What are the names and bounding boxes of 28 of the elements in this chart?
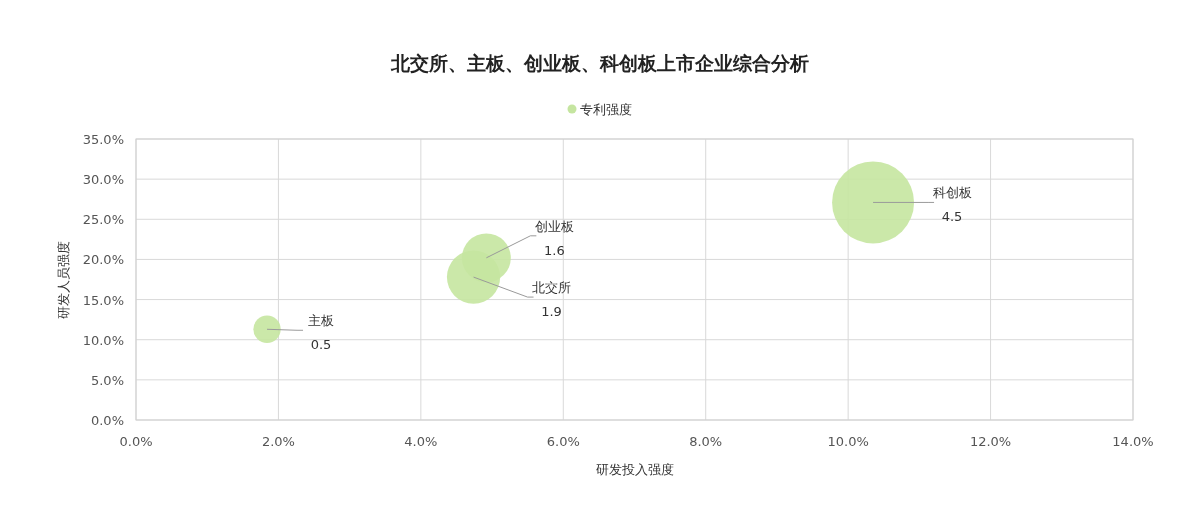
y-tick-label: 35.0% [82, 132, 124, 147]
x-tick-label: 14.0% [1112, 434, 1154, 449]
legend-label: 专利强度 [580, 102, 632, 117]
x-tick-label: 0.0% [119, 434, 153, 449]
data-label: 1.6 [544, 242, 565, 258]
x-tick-label: 10.0% [827, 434, 869, 449]
y-tick-label: 0.0% [90, 413, 124, 428]
data-label: 0.5 [310, 337, 332, 353]
x-axis-title: 研发投入强度 [595, 462, 674, 477]
y-tick-label: 10.0% [82, 332, 124, 348]
x-tick-label: 2.0% [261, 434, 295, 449]
chart-title: 北交所、主板、创业板、科创板上市企业综合分析 [390, 52, 809, 74]
annotation: 创业板 [534, 218, 574, 234]
data-label: 4.5 [941, 209, 963, 225]
y-tick-label: 15.0% [82, 292, 124, 308]
x-tick-label: 6.0% [546, 434, 580, 449]
annotation: 科创板 [932, 185, 972, 201]
x-tick-label: 12.0% [969, 434, 1012, 449]
annotation: 北交所 [532, 280, 572, 296]
y-tick-label: 20.0% [82, 252, 124, 268]
y-tick-label: 25.0% [82, 212, 124, 228]
data-label: 1.9 [541, 304, 562, 320]
x-tick-label: 8.0% [689, 434, 723, 449]
annotation: 主板 [308, 313, 335, 329]
x-tick-label: 4.0% [404, 434, 438, 449]
y-tick-label: 30.0% [82, 172, 124, 188]
y-axis-title: 研发人员强度 [56, 240, 71, 319]
y-tick-label: 5.0% [90, 372, 124, 388]
